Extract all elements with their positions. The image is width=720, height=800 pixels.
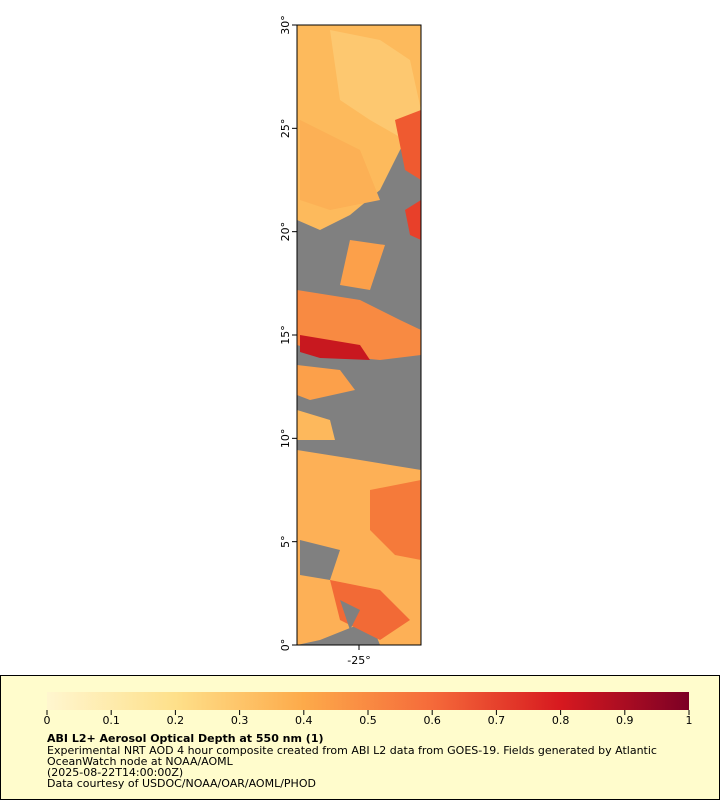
colorbar-tick-label: 0.1 — [102, 714, 120, 727]
y-tick-label: 25° — [279, 119, 292, 139]
colorbar-tick-label: 0.3 — [231, 714, 249, 727]
y-tick-label: 15° — [279, 325, 292, 345]
colorbar-tick-label: 1 — [686, 714, 693, 727]
colorbar-tick-label: 0.8 — [552, 714, 570, 727]
legend-line: Data courtesy of USDOC/NOAA/OAR/AOML/PHO… — [47, 777, 316, 790]
colorbar-tick-label: 0 — [44, 714, 51, 727]
legend-title: ABI L2+ Aerosol Optical Depth at 550 nm … — [47, 732, 324, 745]
colorbar — [47, 692, 689, 710]
legend-line: Experimental NRT AOD 4 hour composite cr… — [47, 744, 657, 757]
colorbar-tick-label: 0.2 — [167, 714, 185, 727]
x-tick-label: -25° — [347, 654, 370, 667]
colorbar-tick-label: 0.9 — [616, 714, 634, 727]
y-tick-label: 30° — [279, 15, 292, 35]
colorbar-tick-label: 0.4 — [295, 714, 313, 727]
legend-line: (2025-08-22T14:00:00Z) — [47, 766, 183, 779]
colorbar-tick-label: 0.5 — [359, 714, 377, 727]
colorbar-tick-label: 0.7 — [488, 714, 506, 727]
y-tick-label: 10° — [279, 429, 292, 449]
y-tick-label: 0° — [279, 639, 292, 652]
colorbar-tick-label: 0.6 — [423, 714, 441, 727]
legend-line: OceanWatch node at NOAA/AOML — [47, 755, 234, 768]
aod-raster — [297, 25, 421, 645]
y-tick-label: 20° — [279, 222, 292, 242]
y-tick-label: 5° — [279, 535, 292, 548]
